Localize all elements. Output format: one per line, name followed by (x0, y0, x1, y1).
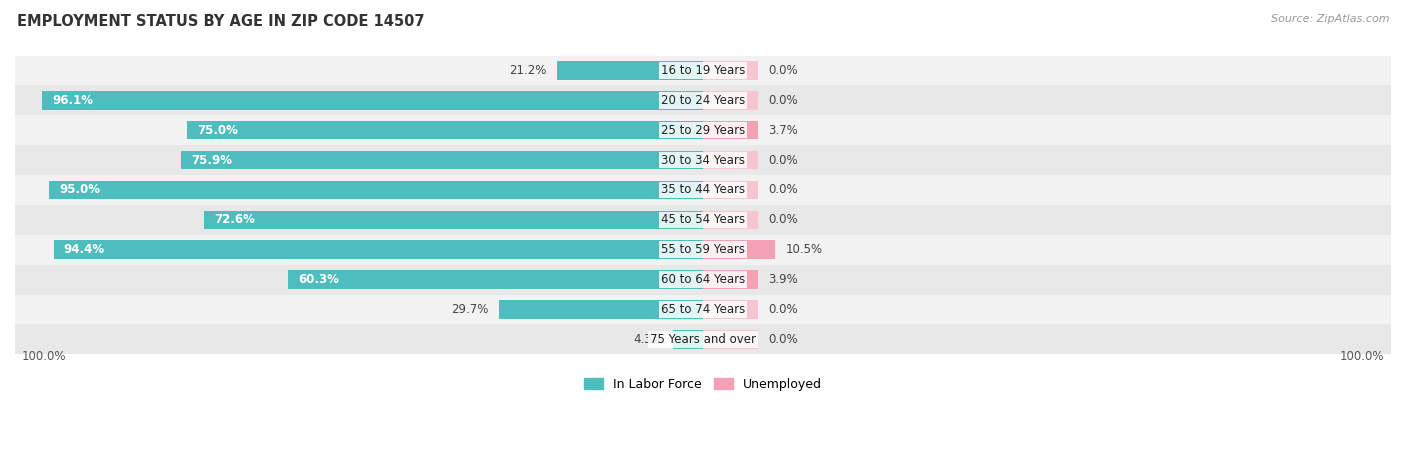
Bar (187, 121, 703, 140)
Bar (49, 181, 703, 199)
Bar (703, 91, 758, 110)
Text: 96.1%: 96.1% (52, 94, 93, 107)
Text: 95.0%: 95.0% (59, 184, 101, 197)
Text: 21.2%: 21.2% (509, 64, 547, 77)
Bar (15, 265, 1391, 295)
Bar (703, 151, 758, 169)
Bar (204, 211, 703, 229)
Bar (15, 205, 1391, 235)
Bar (15, 295, 1391, 324)
Text: 25 to 29 Years: 25 to 29 Years (661, 124, 745, 137)
Bar (557, 61, 703, 80)
Bar (53, 240, 703, 259)
Text: 16 to 19 Years: 16 to 19 Years (661, 64, 745, 77)
Bar (15, 145, 1391, 175)
Bar (15, 175, 1391, 205)
Text: 100.0%: 100.0% (22, 350, 66, 363)
Text: 75.9%: 75.9% (191, 153, 232, 166)
Text: 0.0%: 0.0% (768, 213, 799, 226)
Text: 60.3%: 60.3% (298, 273, 339, 286)
Bar (673, 330, 703, 349)
Text: Source: ZipAtlas.com: Source: ZipAtlas.com (1271, 14, 1389, 23)
Text: 10.5%: 10.5% (786, 243, 823, 256)
Text: 4.3%: 4.3% (633, 333, 664, 346)
Bar (703, 181, 758, 199)
Text: 29.7%: 29.7% (451, 303, 488, 316)
Text: 0.0%: 0.0% (768, 153, 799, 166)
Bar (288, 270, 703, 289)
Text: 35 to 44 Years: 35 to 44 Years (661, 184, 745, 197)
Text: 0.0%: 0.0% (768, 94, 799, 107)
Text: 0.0%: 0.0% (768, 303, 799, 316)
Text: 65 to 74 Years: 65 to 74 Years (661, 303, 745, 316)
Legend: In Labor Force, Unemployed: In Labor Force, Unemployed (579, 373, 827, 396)
Text: 45 to 54 Years: 45 to 54 Years (661, 213, 745, 226)
Text: 30 to 34 Years: 30 to 34 Years (661, 153, 745, 166)
Bar (15, 115, 1391, 145)
Text: EMPLOYMENT STATUS BY AGE IN ZIP CODE 14507: EMPLOYMENT STATUS BY AGE IN ZIP CODE 145… (17, 14, 425, 28)
Text: 0.0%: 0.0% (768, 184, 799, 197)
Bar (181, 151, 703, 169)
Bar (703, 121, 758, 140)
Text: 75.0%: 75.0% (197, 124, 238, 137)
Text: 55 to 59 Years: 55 to 59 Years (661, 243, 745, 256)
Bar (703, 270, 758, 289)
Bar (15, 55, 1391, 86)
Bar (703, 330, 758, 349)
Text: 100.0%: 100.0% (1340, 350, 1384, 363)
Text: 72.6%: 72.6% (214, 213, 254, 226)
Bar (703, 240, 775, 259)
Bar (15, 86, 1391, 115)
Text: 0.0%: 0.0% (768, 333, 799, 346)
Bar (42, 91, 703, 110)
Text: 3.7%: 3.7% (768, 124, 799, 137)
Bar (703, 61, 758, 80)
Text: 94.4%: 94.4% (63, 243, 105, 256)
Bar (499, 300, 703, 319)
Bar (703, 211, 758, 229)
Bar (703, 300, 758, 319)
Text: 60 to 64 Years: 60 to 64 Years (661, 273, 745, 286)
Text: 0.0%: 0.0% (768, 64, 799, 77)
Text: 75 Years and over: 75 Years and over (650, 333, 756, 346)
Text: 20 to 24 Years: 20 to 24 Years (661, 94, 745, 107)
Text: 3.9%: 3.9% (768, 273, 799, 286)
Bar (15, 324, 1391, 354)
Bar (15, 235, 1391, 265)
